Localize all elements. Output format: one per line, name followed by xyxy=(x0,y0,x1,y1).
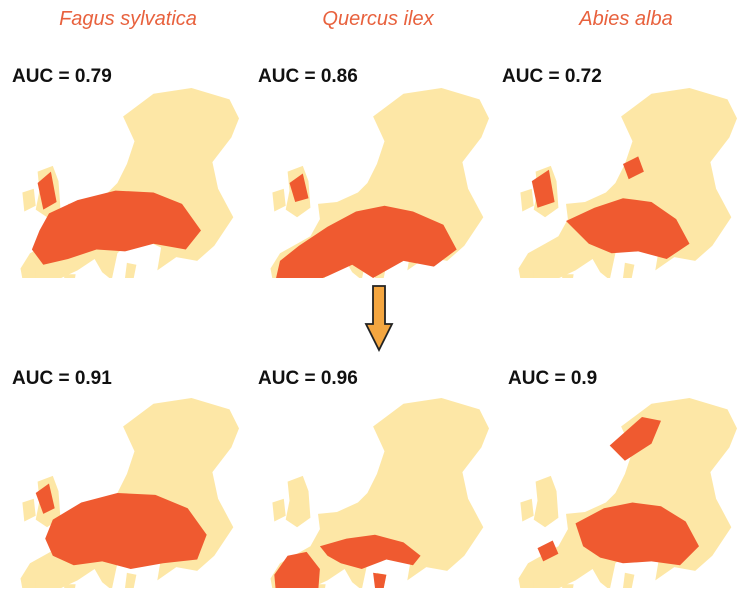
auc-label-fagus-top: AUC = 0.79 xyxy=(12,66,112,87)
species-title-abies: Abies alba xyxy=(579,8,673,30)
auc-label-abies-bottom: AUC = 0.9 xyxy=(508,368,598,389)
map-quercus-bottom xyxy=(270,398,489,588)
map-fagus-bottom xyxy=(20,398,239,588)
auc-label-quercus-top: AUC = 0.86 xyxy=(258,66,358,87)
auc-label-quercus-bottom: AUC = 0.96 xyxy=(258,368,358,389)
down-arrow-icon xyxy=(364,285,394,353)
map-fagus-top xyxy=(20,88,239,278)
map-abies-bottom xyxy=(518,398,737,588)
species-title-fagus: Fagus sylvatica xyxy=(59,8,197,30)
map-abies-top xyxy=(518,88,737,278)
species-title-quercus: Quercus ilex xyxy=(322,8,434,30)
auc-label-abies-top: AUC = 0.72 xyxy=(502,66,602,87)
auc-label-fagus-bottom: AUC = 0.91 xyxy=(12,368,112,389)
map-quercus-top xyxy=(270,88,489,278)
